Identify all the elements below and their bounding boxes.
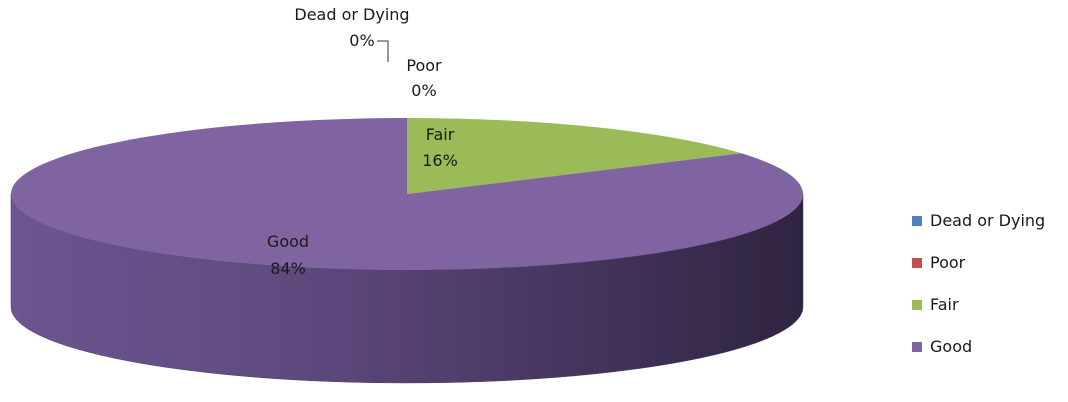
- legend-label-fair: Fair: [930, 295, 959, 314]
- data-label-name-good: Good: [267, 232, 309, 251]
- data-label-percent-fair: 16%: [422, 151, 458, 170]
- legend-swatch-dead-or-dying: [912, 216, 922, 226]
- data-label-name-fair: Fair: [426, 125, 455, 144]
- data-label-percent-good: 84%: [270, 259, 306, 278]
- data-label-percent-poor: 0%: [411, 81, 436, 100]
- legend-item-good: Good: [912, 337, 972, 356]
- data-label-name-poor: Poor: [406, 56, 442, 75]
- legend-swatch-poor: [912, 258, 922, 268]
- legend-item-dead-or-dying: Dead or Dying: [912, 211, 1045, 230]
- leader-line-dead-or-dying: [377, 40, 389, 62]
- pie-slice-good: [11, 118, 804, 270]
- legend-label-dead-or-dying: Dead or Dying: [930, 211, 1045, 230]
- legend-label-good: Good: [930, 337, 972, 356]
- pie-slice-fair: [407, 118, 742, 194]
- legend-item-poor: Poor: [912, 253, 966, 272]
- legend-item-fair: Fair: [912, 295, 959, 314]
- legend-swatch-good: [912, 342, 922, 352]
- data-label-percent-dead-or-dying: 0%: [349, 31, 374, 50]
- legend-label-poor: Poor: [930, 253, 966, 272]
- data-label-name-dead-or-dying: Dead or Dying: [294, 5, 409, 24]
- legend-swatch-fair: [912, 300, 922, 310]
